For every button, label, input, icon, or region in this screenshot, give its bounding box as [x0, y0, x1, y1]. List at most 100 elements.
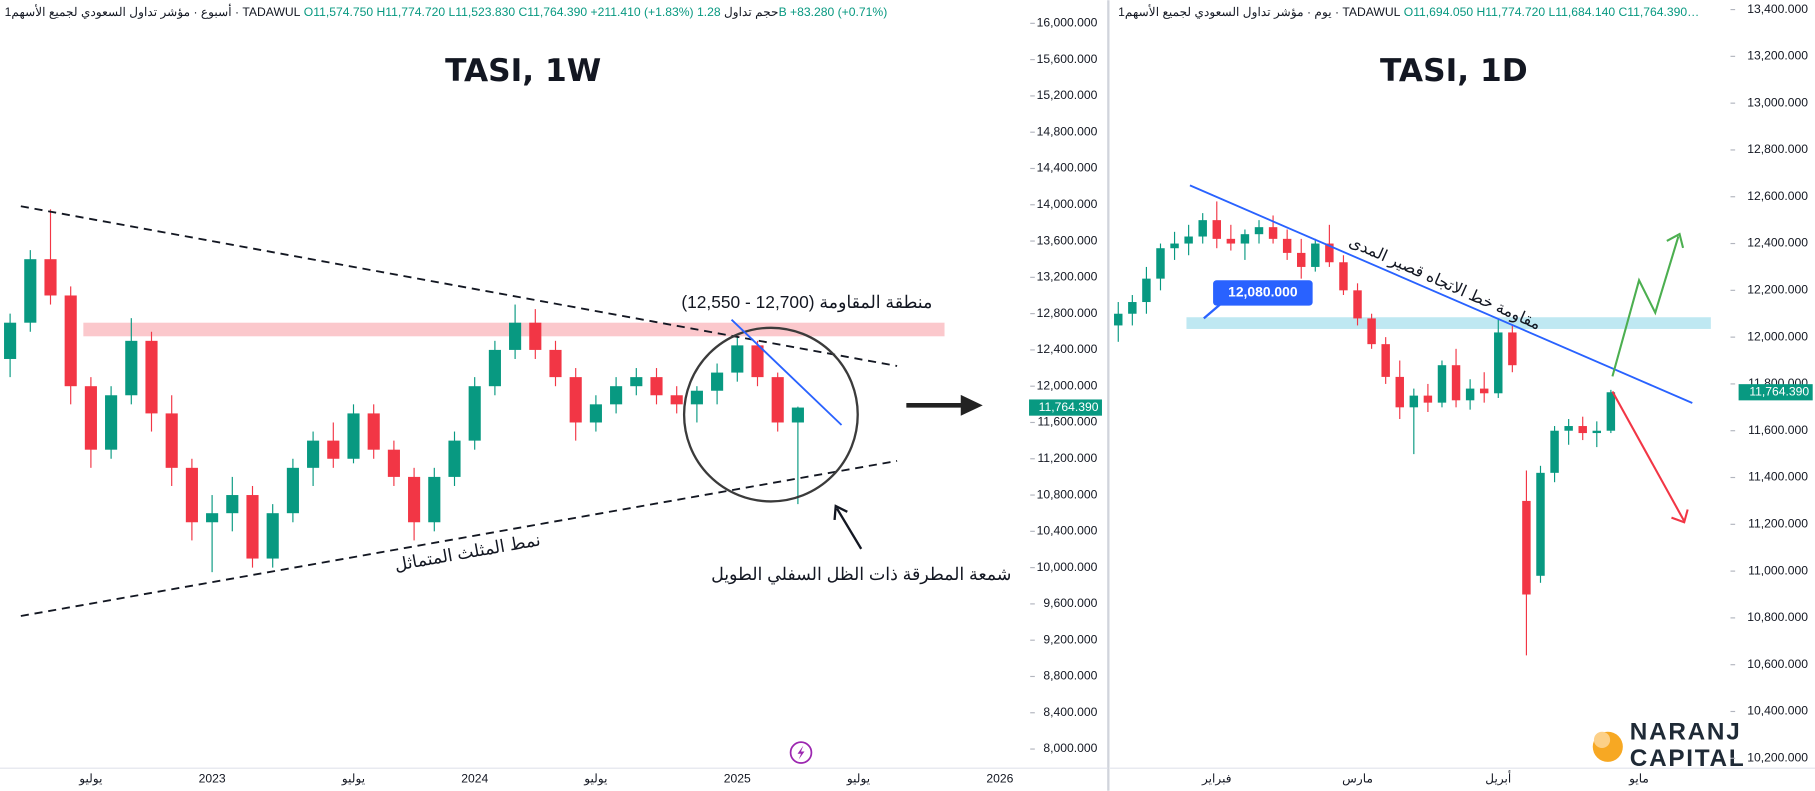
logo-text: NARANJ: [1630, 718, 1742, 745]
candle-body: [1550, 430, 1559, 473]
candle-body: [1212, 220, 1222, 239]
header-item: حجم تداول: [724, 5, 779, 19]
candle-body: [1282, 238, 1292, 253]
header-item: H11,774.720: [1476, 5, 1545, 19]
candle-body: [307, 440, 320, 468]
candle-body: [529, 322, 542, 350]
x-tick-label: 2025: [724, 771, 751, 785]
header-item: C11,764.390: [519, 5, 588, 19]
y-tick-label: 15,200.000: [1037, 88, 1098, 102]
bull-arrow-head: [1666, 232, 1685, 249]
chart-title: TASI, 1W: [445, 53, 601, 89]
pointer-arrow-head: [833, 504, 848, 521]
y-tick-label: 11,200.000: [1748, 517, 1808, 531]
header-item: O11,574.750: [304, 5, 374, 19]
x-tick-label: مايو: [1628, 771, 1649, 785]
level-label: 12,080.000: [1228, 284, 1298, 300]
header-item: L11,523.830: [449, 5, 516, 19]
candle-body: [1465, 388, 1475, 401]
annotation: شمعة المطرقة ذات الظل السفلي الطويل: [711, 564, 1011, 585]
y-tick-label: 10,800.000: [1037, 487, 1098, 501]
candle-body: [589, 404, 602, 423]
candle-body: [630, 377, 643, 387]
last-price-label: 11,764.390: [1749, 384, 1809, 398]
y-tick-label: 13,600.000: [1037, 233, 1098, 247]
bull-arrow: [1611, 236, 1680, 377]
header: 1يوم · مؤشر تداول السعودي لجميع الأسهم ·…: [1118, 4, 1699, 19]
x-tick-label: مارس: [1342, 771, 1373, 785]
x-tick-label: يوليو: [583, 771, 607, 785]
y-tick-label: 10,400.000: [1037, 524, 1098, 538]
candle-body: [246, 495, 259, 559]
candle-body: [347, 413, 360, 459]
candle-body: [1198, 220, 1207, 237]
candle-body: [1114, 313, 1123, 326]
last-price-label: 11,764.390: [1039, 400, 1099, 414]
last-price-box: [1738, 384, 1813, 401]
x-tick-label: يوليو: [78, 771, 102, 785]
x-tick-label: فبراير: [1201, 771, 1232, 785]
candle-body: [1311, 243, 1320, 267]
y-tick-label: 12,800.000: [1037, 306, 1098, 320]
candle-body: [1494, 332, 1503, 394]
candle-body: [771, 377, 784, 423]
y-tick-label: 13,000.000: [1747, 95, 1808, 109]
candle-body: [468, 386, 481, 441]
hammer-circle: [682, 326, 859, 503]
y-tick-label: 12,800.000: [1747, 142, 1808, 156]
candle-body: [1564, 426, 1573, 431]
level-box: [1213, 280, 1313, 306]
candle-body: [1381, 344, 1390, 377]
bear-arrow: [1611, 390, 1686, 522]
candle-body: [1156, 248, 1165, 279]
candle-body: [266, 513, 279, 559]
candle-body: [105, 395, 118, 450]
y-tick-label: 10,200.000: [1747, 750, 1808, 764]
candle-body: [1395, 376, 1404, 408]
candle-body: [327, 440, 340, 459]
x-tick-label: 2026: [986, 771, 1013, 785]
candle-body: [286, 467, 299, 514]
candle-body: [1522, 500, 1531, 595]
bear-arrow-head: [1671, 509, 1689, 524]
y-tick-label: 10,800.000: [1747, 610, 1808, 624]
candle-body: [1128, 302, 1137, 314]
header-item: O11,694.050: [1404, 5, 1474, 19]
candle-body: [44, 259, 57, 296]
candle-body: [1606, 392, 1616, 431]
candle-body: [1268, 227, 1278, 239]
zone-label: منطقة المقاومة (12,700 - 12,550): [681, 292, 932, 313]
y-tick-label: 12,000.000: [1747, 329, 1808, 343]
y-tick-label: 10,600.000: [1747, 657, 1808, 671]
candle-body: [569, 377, 582, 423]
header-item: 1يوم · مؤشر تداول السعودي لجميع الأسهم ·…: [1118, 4, 1400, 19]
y-tick-label: 16,000.000: [1037, 16, 1098, 30]
candle-body: [690, 390, 703, 405]
y-tick-label: 13,200.000: [1747, 49, 1808, 63]
candle-body: [488, 349, 501, 387]
pointer-arrow: [835, 507, 863, 550]
candle-body: [4, 322, 17, 359]
y-tick-label: 11,600.000: [1748, 423, 1808, 437]
candle-body: [145, 340, 158, 414]
header-item: H11,774.720: [376, 5, 445, 19]
y-tick-label: 14,000.000: [1037, 197, 1098, 211]
candle-body: [408, 476, 421, 523]
candle-body: [1479, 388, 1489, 394]
chart-title: TASI, 1D: [1380, 53, 1528, 89]
y-tick-label: 14,800.000: [1037, 124, 1098, 138]
candle-body: [650, 377, 663, 396]
trend-line: [1189, 184, 1693, 404]
candle-body: [448, 440, 461, 477]
logo-icon: [1593, 731, 1611, 748]
y-tick-label: 9,200.000: [1043, 632, 1097, 646]
header-item: 1أسبوع · مؤشر تداول السعودي لجميع الأسهم…: [5, 4, 301, 19]
y-tick-label: 9,600.000: [1043, 596, 1097, 610]
candle-body: [1226, 238, 1236, 244]
x-tick-label: أبريل: [1485, 770, 1511, 785]
header-item: C11,764.390…: [1618, 5, 1699, 19]
candle-body: [185, 467, 198, 523]
x-tick-label: 2023: [199, 771, 226, 785]
candle-body: [1592, 430, 1602, 434]
